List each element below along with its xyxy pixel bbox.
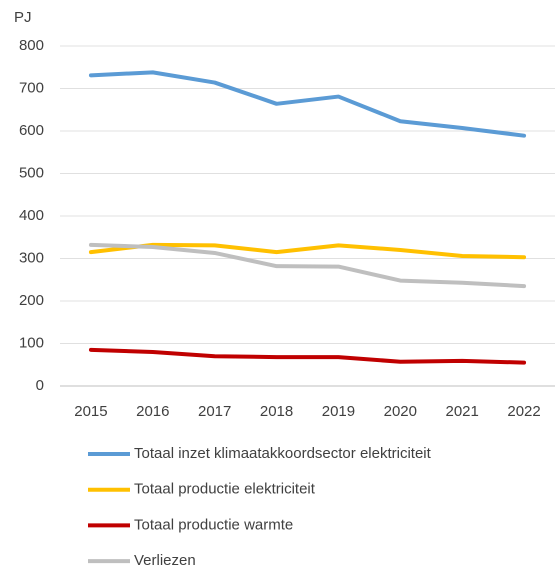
y-tick-label: 0 [36, 377, 44, 394]
y-tick-label: 500 [19, 164, 44, 181]
x-tick-label: 2020 [384, 403, 417, 420]
x-tick-label: 2021 [446, 403, 479, 420]
x-tick-label: 2018 [260, 403, 293, 420]
y-tick-label: 800 [19, 37, 44, 54]
x-tick-label: 2022 [507, 403, 540, 420]
y-axis-label: PJ [14, 9, 32, 26]
series-line [88, 242, 527, 260]
series-line [88, 242, 527, 289]
legend-label: Totaal productie warmte [134, 516, 293, 533]
x-tick-label: 2019 [322, 403, 355, 420]
legend-label: Totaal productie elektriciteit [134, 481, 316, 498]
y-tick-label: 400 [19, 207, 44, 224]
y-tick-label: 600 [19, 122, 44, 139]
y-tick-label: 300 [19, 249, 44, 266]
legend-label: Verliezen [134, 552, 196, 569]
x-tick-label: 2017 [198, 403, 231, 420]
legend-label: Totaal inzet klimaatakkoordsector elektr… [134, 445, 432, 462]
series-line [88, 70, 527, 138]
x-tick-label: 2016 [136, 403, 169, 420]
y-tick-label: 100 [19, 334, 44, 351]
y-tick-label: 700 [19, 79, 44, 96]
x-tick-label: 2015 [74, 403, 107, 420]
series-line [88, 347, 527, 365]
y-tick-label: 200 [19, 292, 44, 309]
